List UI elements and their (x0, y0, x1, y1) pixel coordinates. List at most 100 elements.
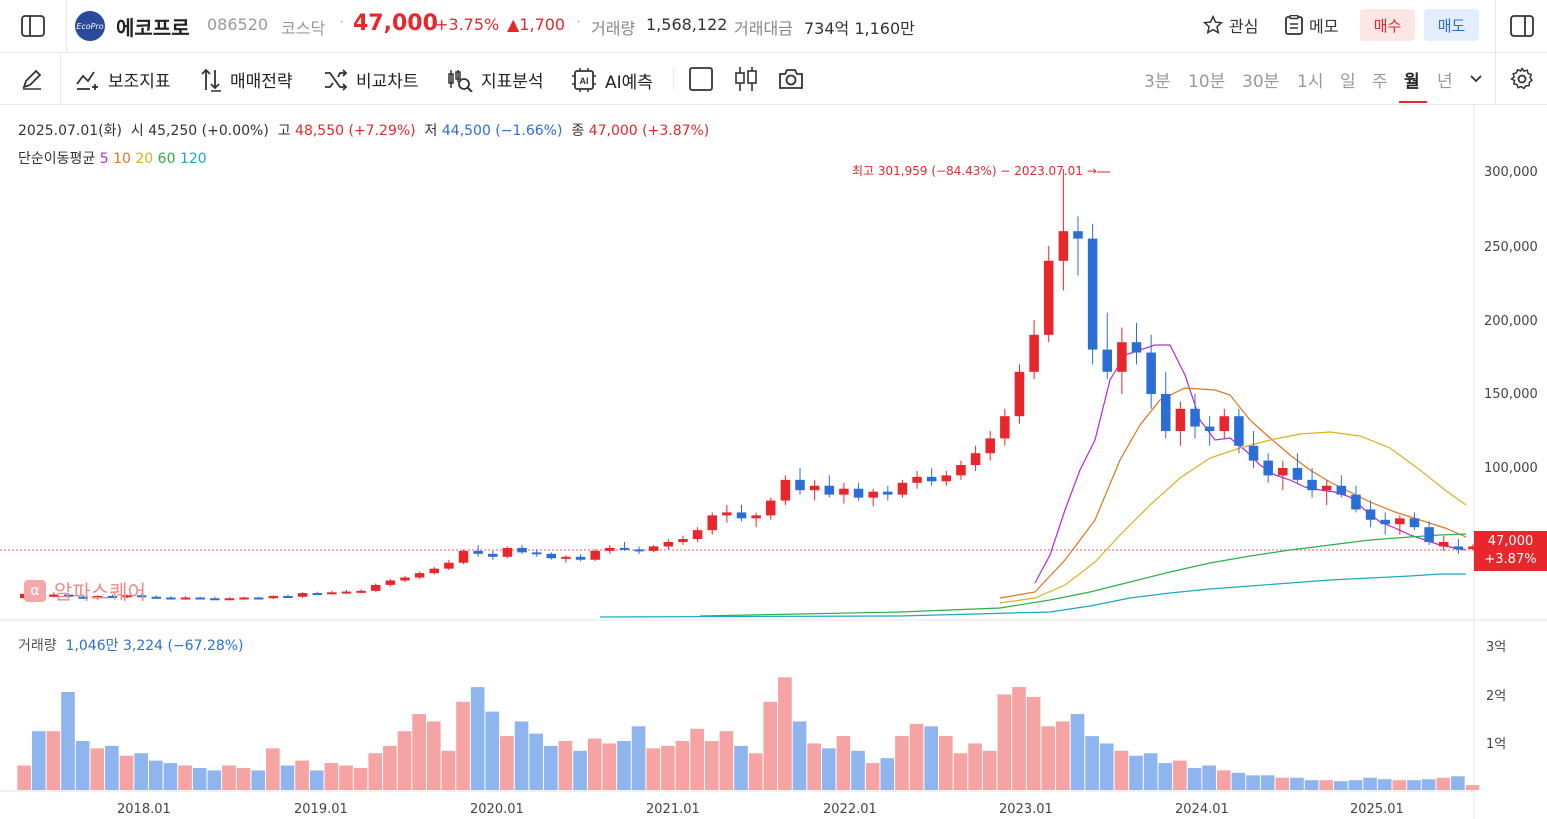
tool-label: 지표분석 (481, 72, 544, 92)
ma20-legend: 20 (135, 151, 154, 167)
volume-bar (1187, 767, 1202, 790)
volume-bar (17, 765, 31, 790)
candle-body (766, 500, 776, 516)
candle-body (1219, 416, 1230, 431)
period-month[interactable]: 월 (1404, 72, 1420, 92)
volume-bar (529, 733, 543, 790)
volume-bar (1231, 772, 1246, 790)
volume-bar (1114, 750, 1129, 790)
volume-bar (251, 770, 266, 790)
close-value: 47,000 (+3.87%) (588, 123, 710, 139)
moving-average-legend[interactable]: 단순이동평균 5 10 20 60 120 (18, 148, 207, 168)
candle-body (605, 547, 615, 551)
y-tick-label: 200,000 (1484, 314, 1538, 329)
candle-body (985, 438, 995, 454)
volume-bar (1421, 779, 1436, 790)
candle-body (180, 597, 191, 600)
candle-body (414, 573, 425, 578)
candle-body (1190, 408, 1200, 427)
tool-compare[interactable]: 비교차트 (324, 67, 419, 92)
candle-body (736, 512, 747, 519)
volume-value: 1,568,122 (646, 15, 728, 34)
close-label: 종 (571, 123, 585, 139)
price-chart[interactable] (0, 105, 1547, 819)
separator-dot: · (576, 12, 582, 31)
low-label: 저 (424, 123, 438, 139)
tool-label: AI예측 (605, 72, 653, 93)
candle-body (868, 491, 878, 498)
volume-bar (675, 741, 690, 790)
volume-bar (748, 753, 763, 790)
candle-body (1278, 468, 1288, 476)
camera-icon[interactable] (777, 65, 805, 93)
candle-body (970, 453, 981, 466)
volume-bar (324, 763, 339, 790)
period-week[interactable]: 주 (1372, 72, 1388, 92)
period-1hour[interactable]: 1시 (1297, 72, 1324, 92)
tool-ai-forecast[interactable]: AI AI예측 (571, 67, 653, 93)
gear-icon[interactable] (1508, 65, 1536, 93)
volume-bar (617, 741, 631, 790)
period-3min[interactable]: 3분 (1144, 72, 1171, 92)
candle-body (283, 596, 293, 599)
candle-body (1117, 342, 1127, 372)
candle-body (78, 596, 88, 599)
bar-date: 2025.07.01(화) (18, 123, 122, 139)
sell-button[interactable]: 매도 (1424, 9, 1479, 41)
chevron-down-icon[interactable] (1466, 69, 1486, 89)
active-period-underline (1399, 101, 1427, 103)
volume-bar (383, 745, 397, 790)
volume-bar (1319, 780, 1334, 790)
volume-info: 거래량 1,046만 3,224 (−67.28%) (18, 635, 244, 655)
square-layout-icon[interactable] (688, 65, 714, 93)
candle-body (941, 475, 952, 482)
vol-tick-label: 1억 (1486, 737, 1507, 752)
drawing-pen-icon[interactable] (18, 65, 46, 93)
candle-body (107, 596, 118, 599)
candlestick-icon[interactable] (732, 65, 760, 93)
memo-button[interactable]: 메모 (1285, 13, 1338, 37)
tool-strategy[interactable]: 매매전략 (200, 67, 293, 92)
volume-bar (236, 767, 251, 790)
candle-body (1000, 416, 1010, 439)
period-day[interactable]: 일 (1340, 72, 1356, 92)
tool-indicator[interactable]: 보조지표 (76, 67, 171, 92)
volume-bar (441, 750, 456, 790)
candle-body (1351, 494, 1361, 510)
sidebar-toggle-icon[interactable] (18, 12, 48, 40)
candle-body (1336, 485, 1347, 495)
amount-label: 거래대금 (734, 19, 793, 38)
tool-label: 매매전략 (230, 72, 293, 92)
ma120-legend: 120 (179, 151, 207, 167)
volume-bar (939, 736, 953, 790)
y-tick-label: 300,000 (1484, 165, 1538, 180)
volume-bar (163, 763, 178, 790)
volume-bar (75, 741, 90, 790)
volume-bar (222, 765, 236, 790)
candle-body (444, 562, 454, 569)
watch-button[interactable]: 관심 (1203, 13, 1258, 37)
volume-bar (1465, 785, 1480, 790)
market-label: 코스닥 (281, 19, 326, 38)
candle-body (1146, 352, 1156, 394)
ma5-line (1034, 344, 1467, 584)
volume-bar (514, 721, 529, 790)
candle-body (839, 488, 849, 495)
volume-bar (1041, 726, 1056, 790)
period-year[interactable]: 년 (1437, 72, 1453, 92)
candle-body (824, 485, 835, 495)
volume-bar (266, 748, 280, 790)
period-30min[interactable]: 30분 (1242, 72, 1280, 92)
period-10min[interactable]: 10분 (1188, 72, 1226, 92)
candle-body (809, 485, 820, 491)
tag-price: 47,000 (1487, 534, 1534, 549)
candle-body (648, 546, 659, 551)
volume-bar (1377, 779, 1392, 790)
right-panel-toggle-icon[interactable] (1508, 12, 1536, 40)
volume-bar (704, 741, 719, 790)
change-percent: +3.75% (435, 15, 500, 34)
x-tick-label: 2018.01 (117, 802, 171, 817)
candle-body (751, 515, 761, 519)
tool-analysis[interactable]: 지표분석 (447, 67, 544, 92)
buy-button[interactable]: 매수 (1360, 9, 1415, 41)
